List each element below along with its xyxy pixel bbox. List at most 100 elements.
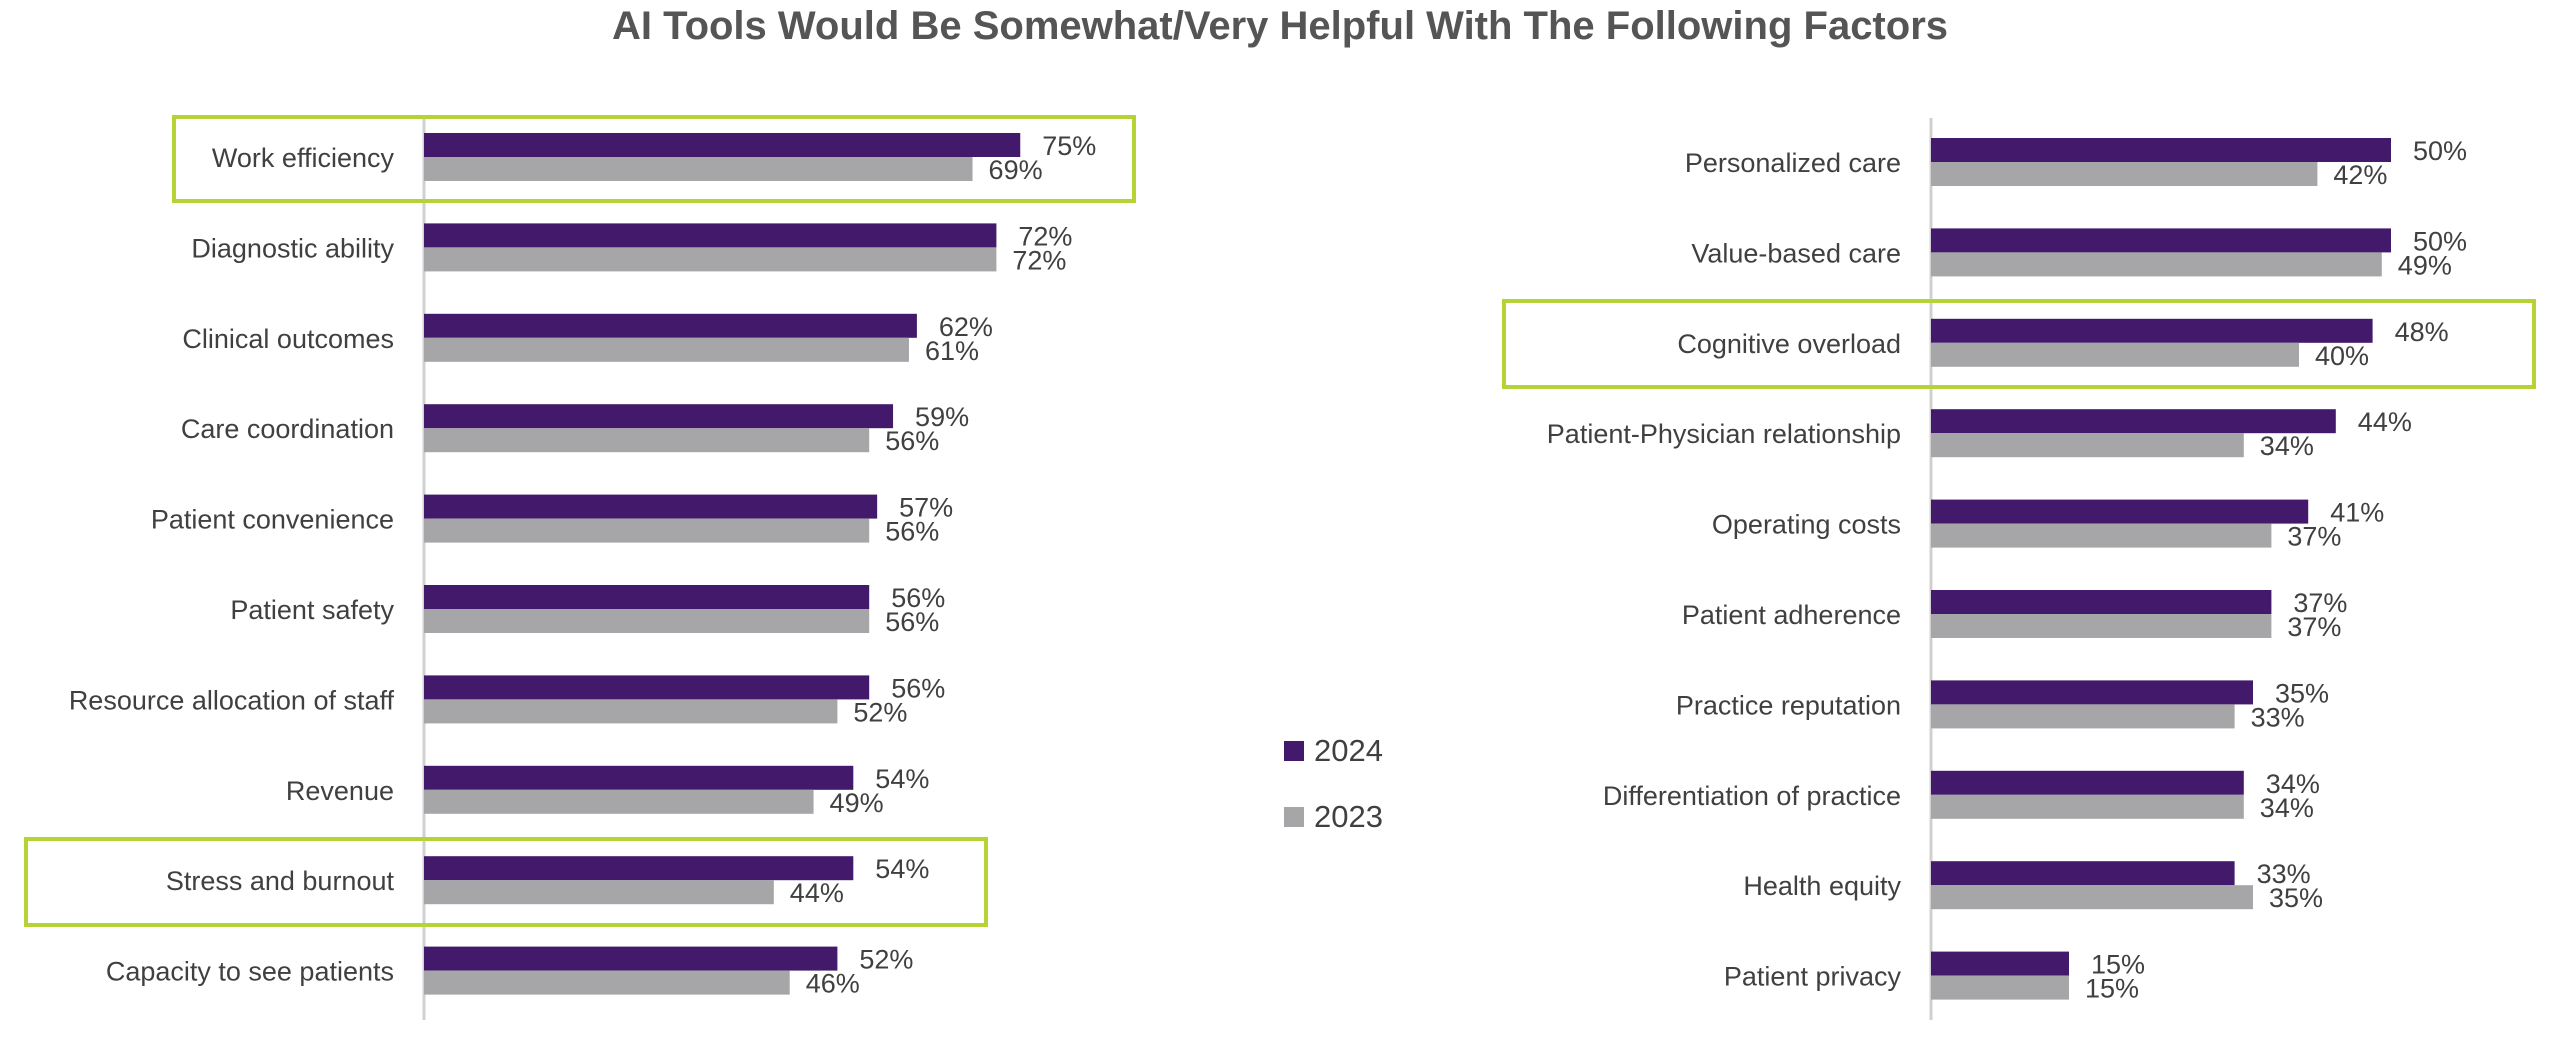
data-label-2023: 34% [2260,431,2314,461]
bar-2023 [424,157,973,181]
data-label-2024: 56% [891,583,945,613]
bar-2023 [424,337,909,362]
data-label-2024: 56% [891,673,945,703]
data-label-2023: 33% [2251,702,2305,732]
bar-2023 [424,518,870,543]
data-label-2024: 52% [859,945,913,975]
legend-swatch-2024 [1284,741,1304,761]
category-label: Capacity to see patients [106,957,394,987]
bar-2024 [1931,770,2244,795]
data-label-2023: 37% [2287,612,2341,642]
category-label: Patient convenience [151,505,394,535]
data-label-2024: 33% [2257,859,2311,889]
category-label: Health equity [1743,871,1901,901]
category-label: Cognitive overload [1677,329,1901,359]
highlight-box [172,115,1136,203]
data-label-2023: 49% [2398,250,2452,280]
legend-label-2023: 2023 [1314,799,1383,834]
category-label: Operating costs [1712,510,1901,540]
bar-2024 [424,946,838,971]
data-label-2024: 54% [875,854,929,884]
data-label-2023: 42% [2333,160,2387,190]
bar-2023 [1931,704,2235,729]
data-label-2024: 48% [2395,317,2449,347]
data-label-2024: 54% [875,764,929,794]
bar-2024 [1931,590,2272,614]
data-label-2024: 34% [2266,769,2320,799]
category-label: Revenue [286,776,394,806]
bar-2024 [1931,680,2253,705]
data-label-2024: 41% [2330,498,2384,528]
bar-2024 [424,223,997,248]
data-label-2023: 46% [806,969,860,999]
bar-2024 [424,404,894,429]
data-label-2023: 56% [885,517,939,547]
category-label: Patient adherence [1682,600,1901,630]
category-label: Patient-Physician relationship [1547,419,1901,449]
bar-2023 [424,699,838,724]
bar-2023 [424,428,870,453]
data-label-2024: 15% [2091,950,2145,980]
data-label-2023: 69% [989,155,1043,185]
bar-2023 [424,970,790,995]
bar-2023 [1931,433,2244,458]
bar-2023 [1931,975,2069,1000]
bar-2024 [1931,138,2391,162]
data-label-2023: 56% [885,607,939,637]
data-label-2024: 57% [899,493,953,523]
bar-2024 [424,585,870,609]
legend-label-2024: 2024 [1314,733,1383,768]
category-label: Value-based care [1691,238,1901,268]
data-label-2024: 37% [2293,588,2347,618]
bar-2024 [424,494,878,519]
bar-2023 [1931,162,2318,186]
data-label-2024: 35% [2275,678,2329,708]
bar-2024 [424,765,854,790]
bar-2024 [1931,228,2391,253]
category-label: Differentiation of practice [1603,781,1901,811]
bar-2023 [1931,885,2253,910]
bar-2023 [1931,523,2272,548]
category-label: Diagnostic ability [191,233,394,263]
legend-item-2023: 2023 [1284,784,1383,850]
data-label-2023: 52% [853,697,907,727]
bar-2024 [424,133,1021,157]
bar-2024 [1931,951,2069,976]
data-label-2023: 44% [790,878,844,908]
category-label: Practice reputation [1676,690,1901,720]
data-label-2023: 56% [885,426,939,456]
category-label: Resource allocation of staff [69,685,395,715]
bar-2023 [1931,614,2272,638]
data-label-2023: 72% [1012,245,1066,275]
data-label-2024: 72% [1018,221,1072,251]
data-label-2023: 15% [2085,974,2139,1004]
category-label: Stress and burnout [166,866,395,896]
bar-2024 [1931,318,2373,343]
bar-2023 [1931,252,2382,277]
category-label: Patient privacy [1724,962,1902,992]
bar-2023 [1931,342,2299,367]
bar-2023 [424,880,774,905]
data-label-2023: 37% [2287,522,2341,552]
category-label: Work efficiency [212,143,395,173]
data-label-2023: 61% [925,336,979,366]
data-label-2024: 59% [915,402,969,432]
data-label-2023: 35% [2269,883,2323,913]
legend: 2024 2023 [1284,718,1383,850]
category-label: Personalized care [1685,148,1901,178]
bar-2024 [424,856,854,881]
bar-2024 [424,675,870,700]
legend-swatch-2023 [1284,807,1304,827]
highlight-box [1502,299,2536,389]
bar-2024 [424,313,917,338]
highlight-box [24,837,988,927]
category-label: Care coordination [181,414,394,444]
data-label-2023: 49% [830,788,884,818]
bar-2023 [424,247,997,272]
data-label-2024: 75% [1042,131,1096,161]
data-label-2024: 62% [939,312,993,342]
data-label-2023: 34% [2260,793,2314,823]
data-label-2024: 44% [2358,407,2412,437]
category-label: Patient safety [230,595,394,625]
bar-2024 [1931,409,2336,434]
